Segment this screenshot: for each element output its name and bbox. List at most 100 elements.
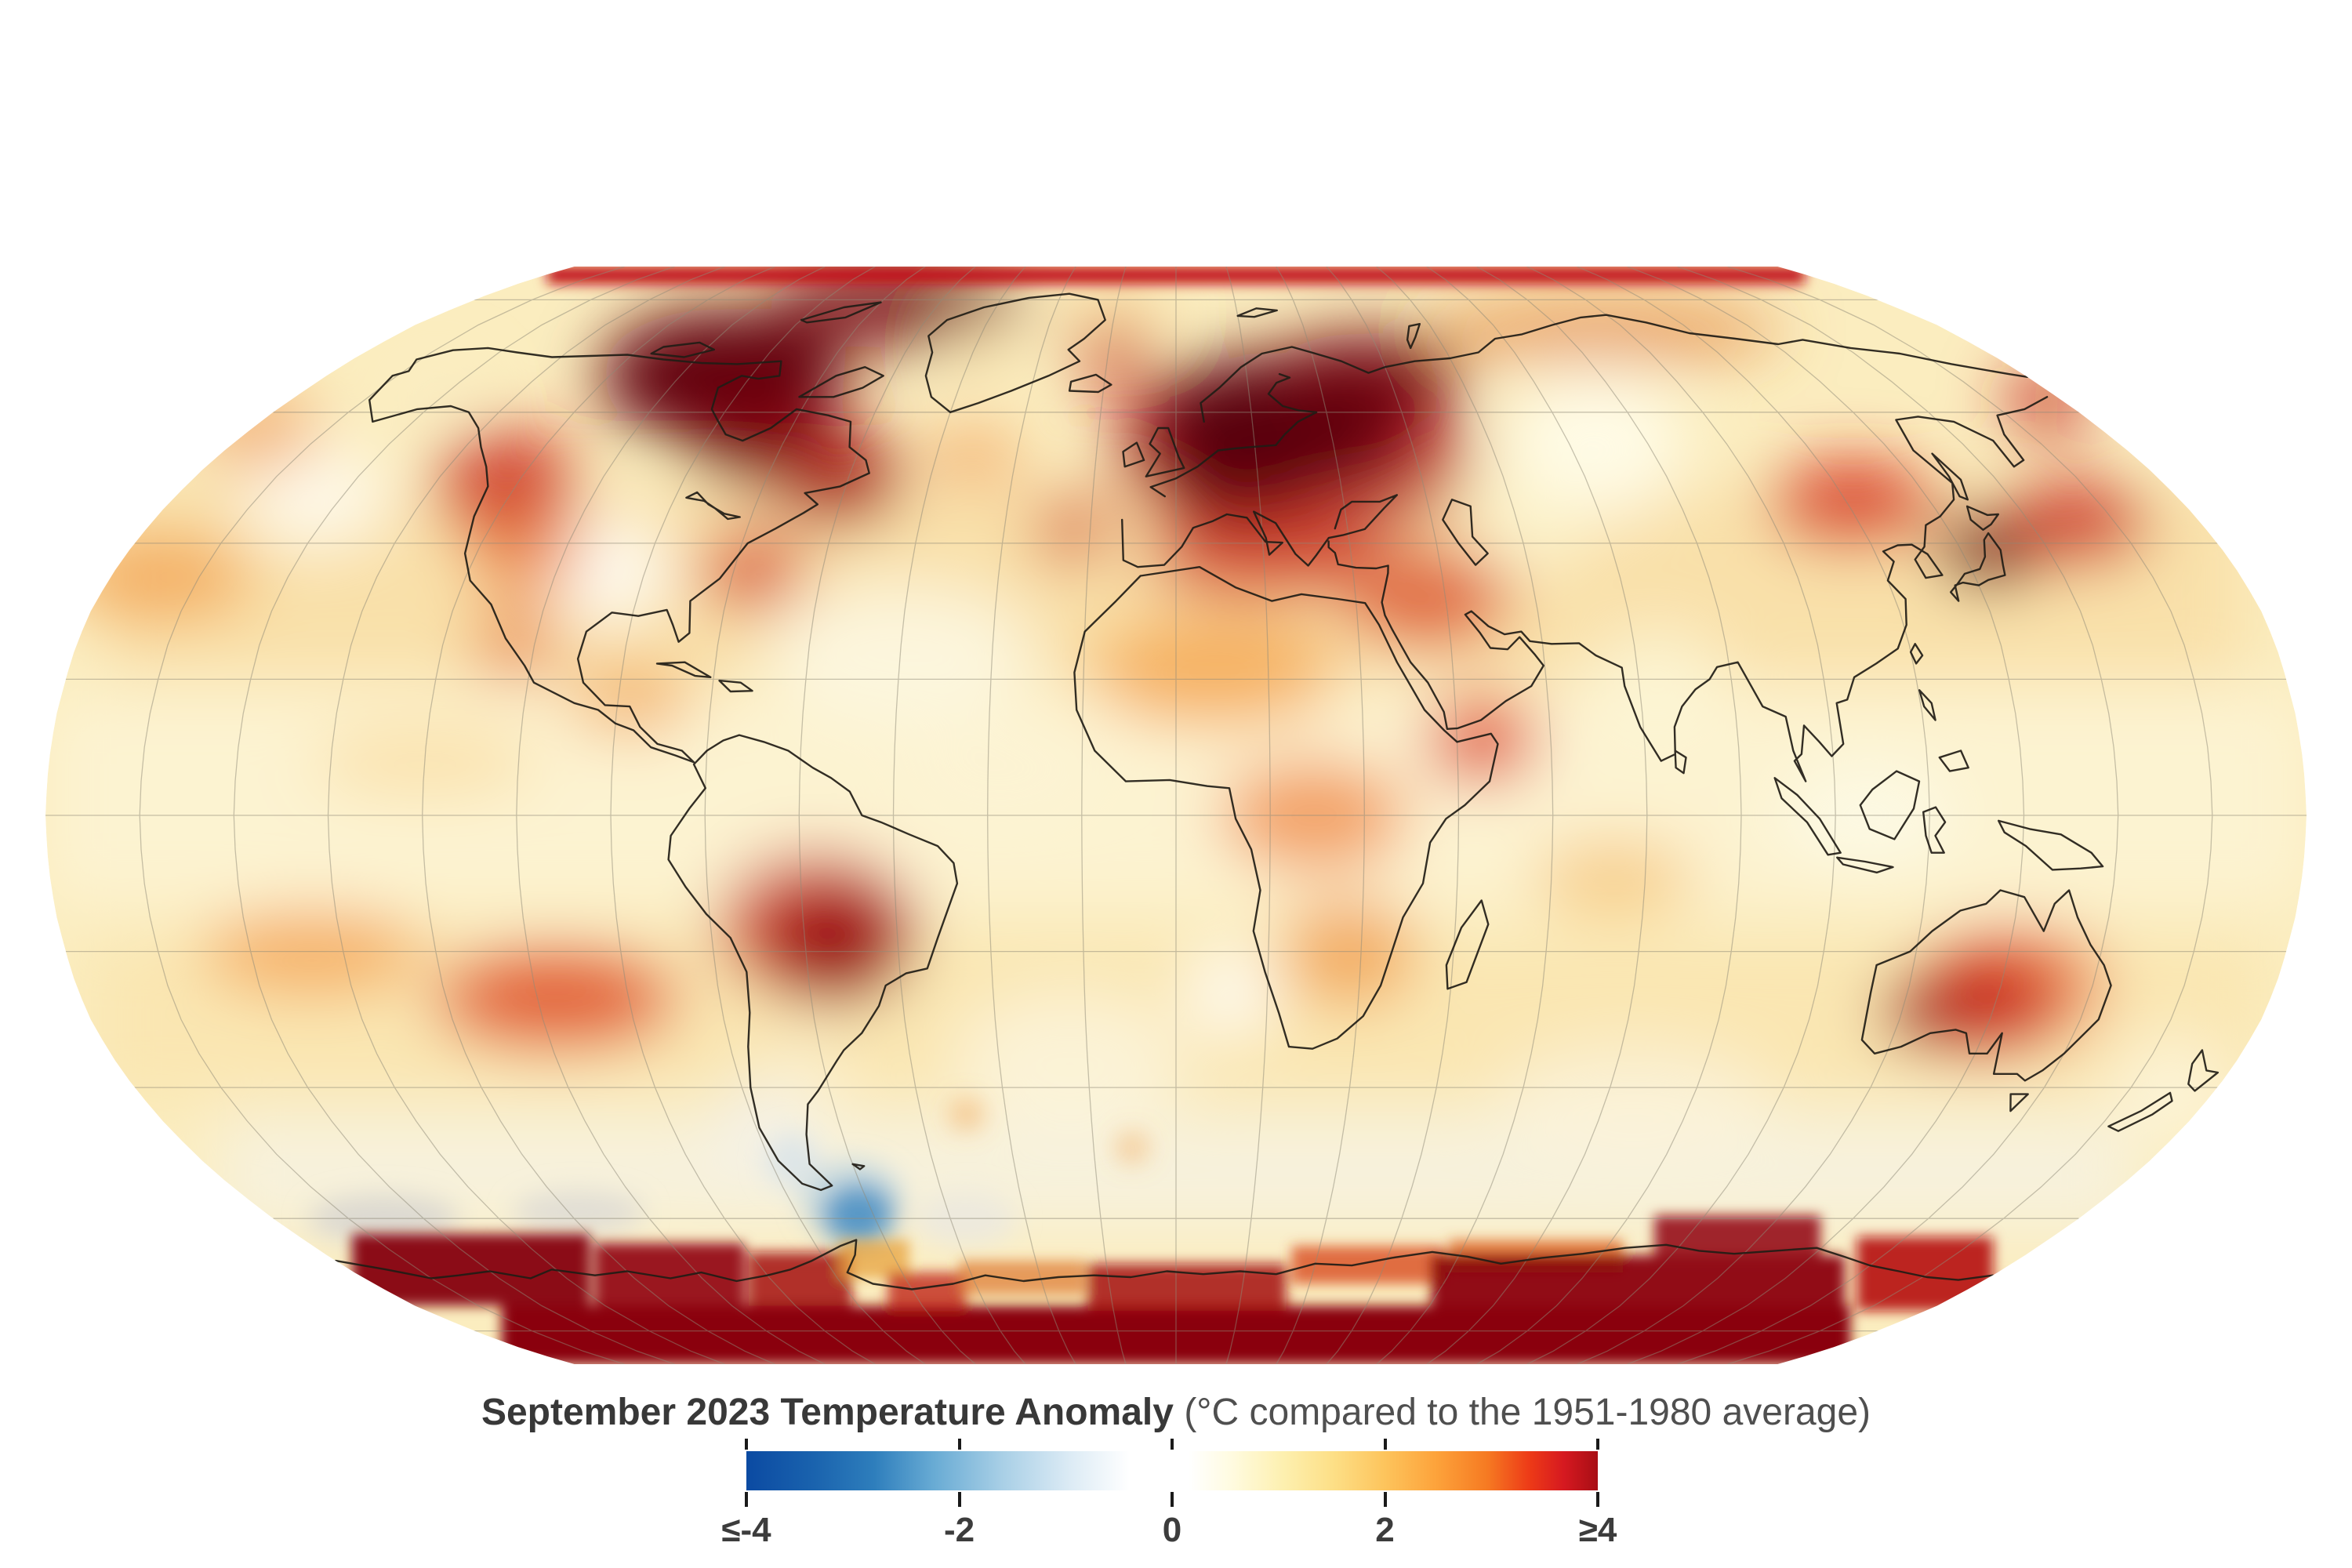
- south-atlantic-dot-1: [949, 1099, 984, 1130]
- antarctica-east-red: [1291, 1246, 1445, 1284]
- antarctica-west-maroon-2: [594, 1243, 745, 1306]
- caribbean-orange: [568, 662, 693, 737]
- coastline: [800, 301, 882, 324]
- northwest-pacific-red: [2001, 480, 2150, 566]
- coastline: [1909, 643, 1924, 665]
- us-west-orange: [466, 501, 583, 599]
- north-siberia-orange: [1425, 299, 1785, 361]
- coastline: [1406, 323, 1421, 350]
- colorbar-tick-top: [1596, 1439, 1599, 1450]
- colorbar-gradient: [746, 1451, 1598, 1490]
- sahara-orange: [1090, 617, 1337, 728]
- coastline: [1836, 856, 1894, 874]
- coastline: [1122, 441, 1145, 468]
- colorbar-tick-bottom: [1171, 1492, 1174, 1507]
- us-east-red: [699, 530, 805, 611]
- colorbar-tick-top: [1171, 1439, 1174, 1450]
- south-atlantic-pale: [952, 993, 1189, 1128]
- world-temperature-anomaly-map: [45, 267, 2307, 1364]
- coastline: [1445, 899, 1490, 990]
- coastline: [2187, 1049, 2220, 1092]
- antarctica-atlantic-maroon: [1087, 1263, 1287, 1311]
- coastline: [1149, 372, 1318, 498]
- antarctic-gray-band-west-2: [513, 1190, 645, 1234]
- coastline: [1950, 532, 2006, 602]
- central-asia-pale: [1472, 474, 1586, 572]
- south-atlantic-dot-2: [1116, 1132, 1149, 1163]
- antarctica-west-maroon-3: [748, 1251, 852, 1306]
- colorbar-tick-label: -2: [943, 1511, 975, 1549]
- north-pacific-white: [242, 447, 387, 546]
- colorbar-legend: ≤-4 -2 0 2 ≥4: [721, 1439, 1617, 1549]
- coastline: [1327, 396, 2049, 782]
- coastline: [718, 679, 753, 693]
- coastline: [685, 491, 741, 521]
- colorbar-tick-top: [957, 1439, 961, 1450]
- colorbar-tick-bottom: [1596, 1492, 1599, 1507]
- coastline: [667, 734, 959, 1192]
- graticule: [45, 267, 2307, 1364]
- mexico-red: [473, 608, 559, 682]
- coastline: [1073, 566, 1499, 1050]
- map-svg: [45, 267, 2307, 1364]
- antarctic-peninsula-red: [887, 1272, 967, 1311]
- colorbar-tick-label: 2: [1375, 1511, 1395, 1549]
- coastline: [798, 366, 884, 398]
- south-pacific-red-band: [434, 950, 678, 1048]
- map-title-subtitle: (°C compared to the 1951-1980 average): [1184, 1392, 1871, 1433]
- europe-maroon-west: [1171, 434, 1312, 520]
- map-title-bold: September 2023 Temperature Anomaly: [481, 1392, 1174, 1433]
- coastline: [1236, 307, 1278, 318]
- coastline: [1145, 426, 1185, 477]
- coastline: [650, 341, 715, 358]
- coastline: [1773, 777, 1842, 856]
- bering-orange: [197, 388, 321, 474]
- coastline: [1998, 819, 2104, 871]
- weddell-coast-orange: [959, 1261, 1086, 1295]
- colorbar-tick-top: [745, 1439, 748, 1450]
- coastlines: [335, 292, 2220, 1290]
- coastline: [1674, 750, 1687, 775]
- map-title: September 2023 Temperature Anomaly (°C c…: [0, 1391, 2352, 1435]
- coastline: [851, 1163, 866, 1171]
- indian-ocean-orange: [1532, 840, 1696, 913]
- australia-maroon-core: [1880, 978, 1959, 1047]
- coastline: [335, 1239, 1994, 1290]
- colorbar-tick-label: 0: [1162, 1511, 1182, 1549]
- coastline: [368, 347, 870, 764]
- quebec-red: [772, 427, 904, 525]
- coastline: [1931, 452, 1969, 501]
- east-asia-red: [1769, 460, 1937, 546]
- equatorial-atlantic-pale: [900, 713, 1102, 823]
- colorbar-tick-top: [1383, 1439, 1387, 1450]
- colorbar-tick-bottom: [1383, 1492, 1387, 1507]
- coastline: [2107, 1091, 2173, 1132]
- coastline: [1859, 770, 1921, 840]
- coastline: [1860, 889, 2112, 1082]
- colorbar-tick-bottom: [745, 1492, 748, 1507]
- coastline: [2009, 1093, 2029, 1112]
- colorbar-tick-label: ≥4: [1578, 1511, 1617, 1549]
- coastline: [924, 292, 1106, 413]
- coastline: [1938, 750, 1969, 772]
- greenland-interior-pale: [951, 316, 1018, 378]
- colorbar-tick-label: ≤-4: [721, 1511, 771, 1549]
- antarctic-peninsula-orange: [839, 1240, 909, 1279]
- coastline: [1442, 499, 1489, 566]
- horn-of-africa-red: [1425, 698, 1539, 783]
- coastline: [1965, 505, 1999, 531]
- drake-cold-blue: [823, 1185, 895, 1247]
- coastline: [1922, 806, 1947, 854]
- north-pacific-orange: [63, 534, 252, 620]
- coastline: [1121, 494, 1398, 568]
- coastline: [1200, 314, 2029, 423]
- middle-east-red: [1343, 549, 1512, 647]
- south-indian-pale: [1496, 1046, 1772, 1156]
- europe-maroon-northeast: [1270, 332, 1460, 419]
- east-atlantic-red: [1033, 493, 1113, 567]
- antarctica-east-maroon: [1431, 1254, 1845, 1321]
- south-america-maroon: [764, 887, 908, 1003]
- coastline: [1918, 689, 1936, 721]
- alaska-pale: [397, 363, 475, 425]
